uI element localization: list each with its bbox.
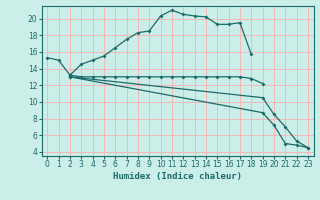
X-axis label: Humidex (Indice chaleur): Humidex (Indice chaleur) bbox=[113, 172, 242, 181]
